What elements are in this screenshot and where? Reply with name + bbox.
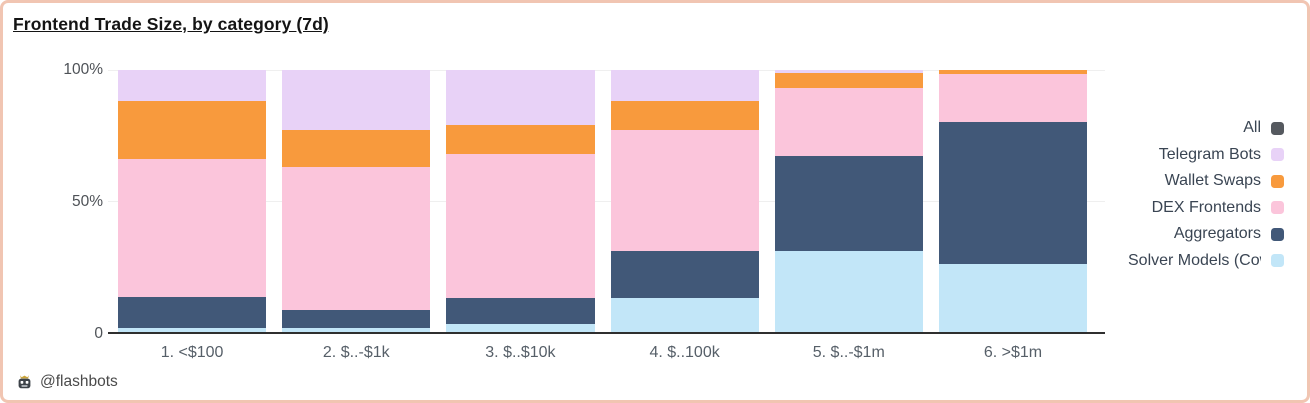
segment-solver-models-cow-bar-6 — [938, 263, 1088, 332]
segment-dex-frontends-bar-1 — [118, 159, 267, 297]
segment-aggregators-bar-2 — [282, 309, 431, 329]
x-axis: 1. <$100 2. $..-$1k 3. $..$10k 4. $..100k 5.… — [108, 344, 1105, 362]
stacked-bar-4 — [610, 70, 759, 332]
x-tick-label: 5. $..-$1m — [812, 344, 885, 361]
segment-telegram-bots-bar-1 — [118, 70, 267, 102]
footer: @flashbots — [16, 373, 118, 391]
segment-aggregators-bar-6 — [938, 122, 1088, 264]
segment-wallet-swaps-bar-1 — [118, 101, 267, 160]
y-axis: 100% 50% 0 — [10, 61, 103, 342]
segment-aggregators-bar-5 — [774, 156, 923, 251]
chart-title: Frontend Trade Size, by category (7d) — [13, 14, 329, 34]
segment-wallet-swaps-bar-3 — [446, 125, 595, 154]
legend-label: DEX Frontends — [1151, 198, 1261, 216]
segment-dex-frontends-bar-4 — [610, 130, 759, 251]
segment-wallet-swaps-bar-2 — [282, 130, 431, 167]
flashbots-robot-icon — [16, 374, 33, 391]
segment-telegram-bots-bar-5 — [774, 70, 923, 73]
segment-wallet-swaps-bar-5 — [774, 72, 923, 89]
segment-telegram-bots-bar-4 — [610, 70, 759, 102]
legend-item-telegram-bots[interactable]: Telegram Bots — [1159, 146, 1284, 164]
gridline-50 — [108, 201, 1105, 202]
y-tick-label: 0 — [94, 325, 103, 342]
segment-wallet-swaps-bar-4 — [610, 101, 759, 131]
stacked-bar-6 — [938, 70, 1088, 332]
legend-item-dex-frontends[interactable]: DEX Frontends — [1152, 199, 1284, 217]
segment-solver-models-cow-bar-5 — [774, 250, 923, 332]
segment-aggregators-bar-3 — [446, 297, 595, 325]
legend-label: Aggregators — [1173, 225, 1261, 242]
legend-swatch — [1271, 254, 1284, 267]
segment-dex-frontends-bar-3 — [446, 153, 595, 298]
legend-swatch — [1271, 201, 1284, 214]
legend-swatch — [1271, 174, 1284, 188]
segment-telegram-bots-bar-2 — [282, 70, 431, 131]
segment-solver-models-cow-bar-3 — [446, 324, 595, 332]
y-tick-label: 100% — [63, 61, 103, 78]
x-tick-label: 2. $..-$1k — [322, 344, 390, 361]
segment-solver-models-cow-bar-4 — [610, 297, 759, 332]
stacked-bar-2 — [282, 70, 431, 332]
legend-label: Telegram Bots — [1158, 145, 1261, 163]
legend-label: All — [1243, 119, 1261, 136]
legend-swatch — [1271, 148, 1284, 161]
segment-wallet-swaps-bar-6 — [938, 70, 1088, 74]
y-tick-label: 50% — [71, 193, 103, 210]
legend-label: Wallet Swaps — [1164, 172, 1261, 189]
stacked-bar-1 — [118, 70, 267, 332]
segment-telegram-bots-bar-3 — [446, 70, 595, 126]
legend-swatch — [1271, 227, 1284, 241]
segment-solver-models-cow-bar-2 — [282, 328, 431, 332]
bars-container — [108, 70, 1105, 332]
legend-item-solver-models-cow[interactable]: Solver Models (Cow — [1128, 252, 1284, 270]
legend-label: Solver Models (Cow — [1128, 251, 1261, 269]
legend-item-aggregators[interactable]: Aggregators — [1174, 225, 1284, 243]
segment-dex-frontends-bar-2 — [282, 166, 431, 310]
x-tick-label: 6. >$1m — [983, 344, 1043, 361]
stacked-bar-5 — [774, 70, 923, 332]
attribution-handle: @flashbots — [40, 373, 118, 390]
stacked-bar-3 — [446, 70, 595, 332]
legend: All Telegram Bots Wallet Swaps DEX Frontend… — [1128, 119, 1284, 270]
segment-dex-frontends-bar-5 — [774, 88, 923, 157]
x-tick-label: 3. $..$10k — [485, 344, 556, 361]
segment-aggregators-bar-4 — [610, 250, 759, 298]
legend-item-all[interactable]: All — [1243, 119, 1284, 137]
x-tick-label: 1. <$100 — [160, 344, 224, 361]
gridline-100 — [108, 70, 1105, 71]
segment-dex-frontends-bar-6 — [938, 73, 1088, 123]
plot-area — [108, 70, 1105, 334]
x-tick-label: 4. $..100k — [649, 344, 720, 361]
segment-solver-models-cow-bar-1 — [118, 328, 267, 332]
segment-aggregators-bar-1 — [118, 296, 267, 329]
legend-item-wallet-swaps[interactable]: Wallet Swaps — [1165, 172, 1284, 190]
legend-swatch — [1271, 121, 1284, 135]
